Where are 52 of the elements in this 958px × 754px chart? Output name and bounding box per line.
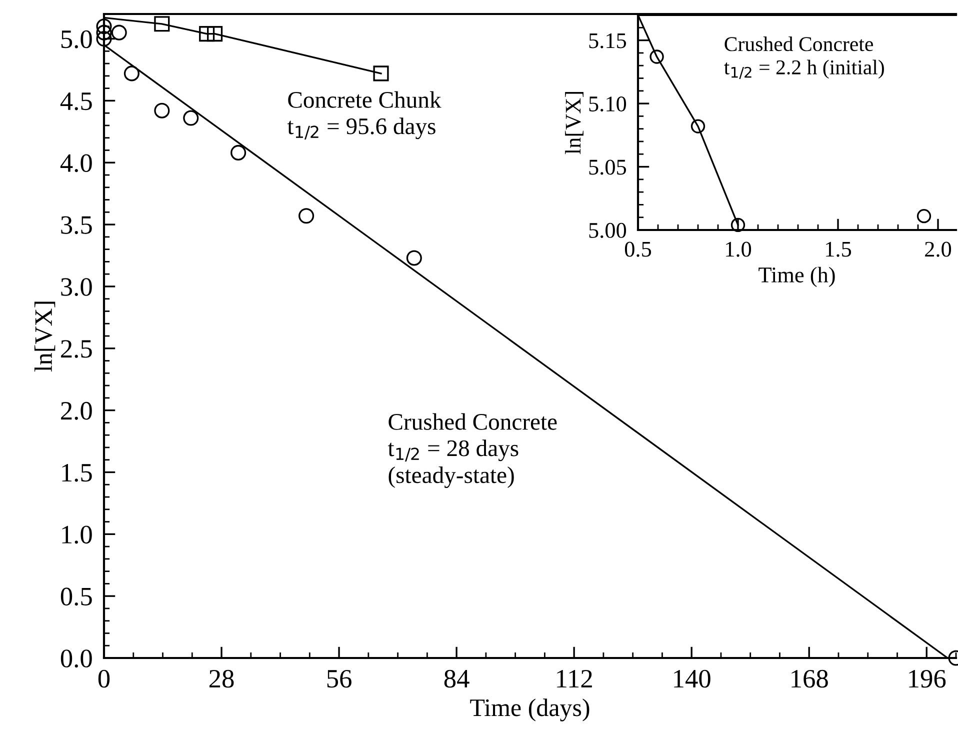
point: [916, 209, 932, 224]
point: [183, 110, 199, 126]
x-axis-title: Time (h): [758, 266, 835, 287]
y-tick-label: 1.5: [62, 464, 92, 482]
y-tick-label: 1.0: [62, 526, 92, 544]
x-tick-label: 168: [792, 670, 828, 688]
x-tick-label: 28: [209, 670, 234, 688]
point: [690, 119, 706, 134]
y-axis-title: ln[VX]: [34, 302, 56, 372]
x-tick-label: 140: [674, 670, 710, 688]
y-tick-label: 5.0: [61, 30, 92, 48]
y-tick-label: 0.0: [60, 650, 92, 668]
y-tick-label: 5.10: [589, 96, 626, 112]
annotation: Crushed Concrete t$_{1/2}$ = 2.2 h (initial): [724, 36, 884, 79]
y-tick-label: 2.0: [61, 402, 92, 420]
x-tick-label: 2.0: [925, 242, 952, 257]
x-tick-label: 56: [327, 670, 352, 688]
point: [373, 66, 389, 82]
point: [406, 250, 422, 266]
y-tick-label: 3.0: [61, 278, 92, 296]
y-axis-title: ln[VX]: [565, 92, 584, 154]
annotation: Concrete Chunk t$_{1/2}$ = 95.6 days: [287, 91, 442, 140]
point: [199, 26, 215, 42]
y-tick-label: 5.00: [589, 222, 626, 238]
point: [154, 102, 170, 118]
point: [298, 208, 314, 224]
x-axis-title: Time (days): [470, 698, 590, 722]
annotation: Crushed Concrete t$_{1/2}$ = 28 days (steady-state): [388, 413, 557, 488]
x-tick-label: 1.0: [726, 242, 752, 257]
point: [124, 66, 140, 82]
point: [230, 144, 246, 160]
y-tick-label: 0.5: [60, 588, 92, 606]
y-tick-label: 4.5: [60, 92, 92, 110]
x-tick-label: 0.5: [624, 242, 652, 257]
y-tick-label: 5.05: [589, 160, 626, 175]
y-tick-label: 4.0: [60, 154, 92, 172]
point: [154, 16, 170, 32]
point: [207, 26, 223, 42]
x-tick-label: 112: [557, 670, 592, 688]
point: [111, 24, 127, 40]
x-tick-label: 1.5: [826, 242, 852, 257]
x-tick-label: 196: [909, 670, 946, 688]
x-tick-label: 84: [444, 670, 470, 688]
y-tick-label: 5.15: [589, 33, 626, 48]
y-tick-label: 2.5: [61, 340, 92, 358]
x-tick-label: 0: [98, 670, 110, 688]
point: [730, 218, 746, 232]
point: [96, 30, 112, 47]
point: [96, 24, 112, 40]
y-tick-label: 3.5: [61, 216, 92, 234]
point: [650, 50, 664, 64]
point: [96, 18, 112, 34]
